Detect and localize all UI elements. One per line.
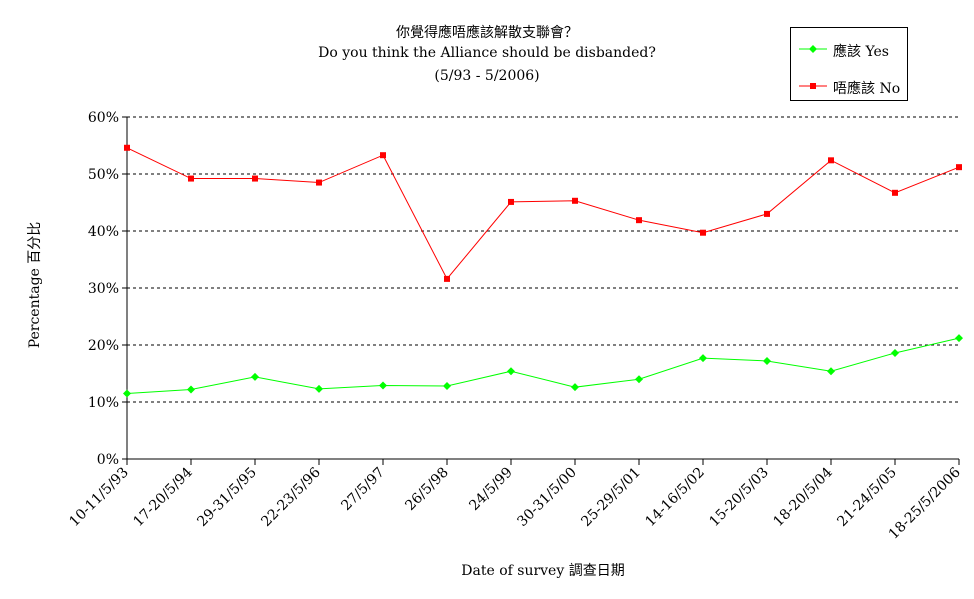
data-point — [828, 157, 834, 164]
data-point — [827, 367, 835, 376]
x-tick-label: 24/5/99 — [466, 465, 515, 514]
series-group — [123, 144, 963, 398]
legend-item-no: 唔應該 No — [791, 76, 907, 97]
x-tick-label: 26/5/98 — [402, 465, 451, 514]
data-point — [379, 381, 387, 390]
x-tick-label: 27/5/97 — [338, 465, 387, 514]
data-point — [764, 210, 770, 217]
y-tick-label: 0% — [97, 452, 119, 468]
axes — [122, 116, 960, 465]
data-point — [572, 197, 578, 204]
legend: 應該 Yes 唔應該 No — [790, 27, 908, 101]
data-point — [636, 217, 642, 224]
x-tick-label: 29-31/5/95 — [194, 465, 259, 530]
chart-subtitle: Do you think the Alliance should be disb… — [318, 45, 656, 61]
legend-swatch-no — [799, 83, 827, 89]
x-tick-label: 22-23/5/96 — [258, 464, 323, 529]
x-tick-labels: 10-11/5/9317-20/5/9429-31/5/9522-23/5/96… — [66, 464, 963, 542]
legend-swatch-yes — [799, 45, 827, 53]
x-tick-label: 10-11/5/93 — [66, 465, 131, 530]
data-point — [892, 189, 898, 196]
data-point — [955, 334, 963, 343]
y-tick-label: 50% — [88, 167, 119, 183]
data-point — [251, 372, 259, 381]
data-point — [187, 385, 195, 394]
data-point — [380, 152, 386, 159]
legend-item-yes: 應該 Yes — [791, 39, 907, 60]
data-point — [252, 175, 258, 182]
gridlines — [127, 116, 959, 403]
data-point — [699, 354, 707, 363]
data-point — [443, 382, 451, 391]
y-tick-label: 30% — [88, 281, 119, 297]
series-line-1 — [126, 147, 960, 280]
legend-label-no: 唔應該 No — [833, 81, 901, 97]
data-point — [316, 179, 322, 186]
y-tick-label: 60% — [88, 110, 119, 126]
x-tick-label: 17-20/5/94 — [130, 464, 195, 529]
x-tick-label: 25-29/5/01 — [578, 465, 643, 530]
data-point — [124, 144, 130, 151]
y-tick-labels: 0% 10% 20% 30% 40% 50% 60% — [88, 110, 119, 468]
data-point — [635, 375, 643, 384]
x-tick-label: 18-20/5/04 — [770, 464, 835, 529]
data-point — [315, 384, 323, 393]
x-tick-label: 30-31/5/00 — [514, 465, 579, 530]
data-point — [444, 275, 450, 282]
y-tick-label: 40% — [88, 224, 119, 240]
data-point — [763, 356, 771, 365]
data-point — [123, 389, 131, 398]
x-tick-label: 21-24/5/05 — [834, 465, 899, 530]
legend-label-yes: 應該 Yes — [833, 44, 889, 60]
x-axis-label: Date of survey 調查日期 — [461, 563, 625, 579]
data-point — [891, 348, 899, 357]
data-point — [571, 383, 579, 392]
data-point — [956, 164, 962, 171]
x-tick-label: 15-20/5/03 — [706, 465, 771, 530]
data-point — [700, 229, 706, 236]
series-line-0 — [126, 337, 960, 394]
chart-title: 你覺得應唔應該解散支聯會？ — [396, 25, 578, 41]
y-axis-label: Percentage 百分比 — [27, 221, 43, 349]
chart-date-range: (5/93 - 5/2006) — [434, 68, 540, 84]
y-tick-label: 10% — [88, 395, 119, 411]
x-tick-label: 14-16/5/02 — [642, 465, 707, 530]
data-point — [508, 198, 514, 205]
y-tick-label: 20% — [88, 338, 119, 354]
data-point — [188, 175, 194, 182]
data-point — [507, 367, 515, 376]
